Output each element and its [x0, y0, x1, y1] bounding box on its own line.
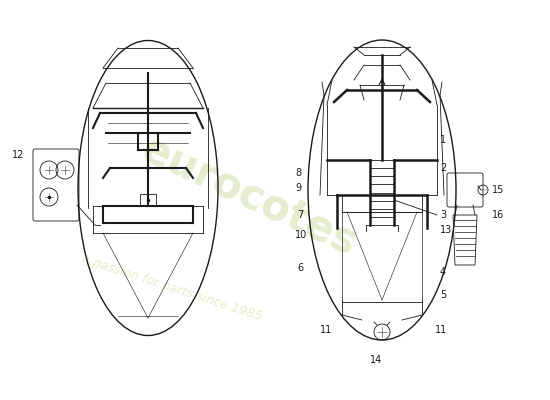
Text: eurocotes: eurocotes [135, 128, 364, 264]
Text: 11: 11 [320, 325, 332, 335]
Text: 5: 5 [440, 290, 446, 300]
Text: a passion for parts since 1985: a passion for parts since 1985 [80, 252, 263, 323]
Text: 13: 13 [440, 225, 452, 235]
Text: 10: 10 [295, 230, 307, 240]
Text: 7: 7 [297, 210, 303, 220]
Text: 16: 16 [492, 210, 504, 220]
Text: 2: 2 [440, 163, 446, 173]
Text: 4: 4 [440, 267, 446, 277]
Bar [342, 212, 422, 302]
Text: 12: 12 [12, 150, 24, 160]
Text: 11: 11 [435, 325, 447, 335]
Text: 6: 6 [297, 263, 303, 273]
Text: 3: 3 [440, 210, 446, 220]
Text: 14: 14 [370, 355, 382, 365]
Text: 8: 8 [295, 168, 301, 178]
Text: 15: 15 [492, 185, 504, 195]
Text: 9: 9 [295, 183, 301, 193]
Bar [140, 194, 156, 206]
Text: 1: 1 [440, 135, 446, 145]
